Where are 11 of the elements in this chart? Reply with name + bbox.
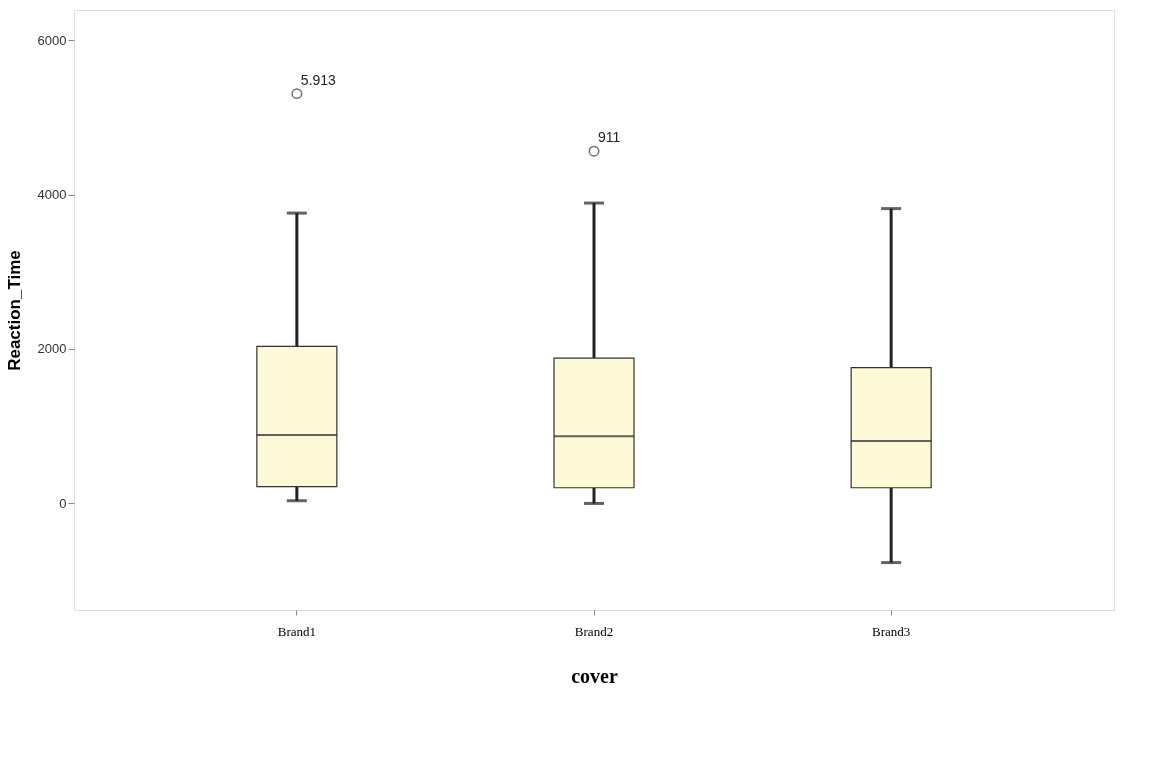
- x-tick-label: Brand3: [872, 623, 911, 639]
- y-tick-label: 6000: [37, 32, 67, 48]
- x-tick-label: Brand2: [574, 623, 614, 639]
- x-axis-title: cover: [571, 664, 618, 687]
- annotation: 911: [598, 129, 621, 146]
- y-axis-title: Reaction_Time: [4, 250, 24, 371]
- annotation: 5.913: [300, 71, 337, 88]
- x-tick-label: Brand1: [277, 623, 316, 639]
- y-tick-label: 0: [59, 495, 67, 511]
- y-tick-label: 2000: [37, 341, 67, 357]
- y-tick-label: 4000: [37, 187, 67, 203]
